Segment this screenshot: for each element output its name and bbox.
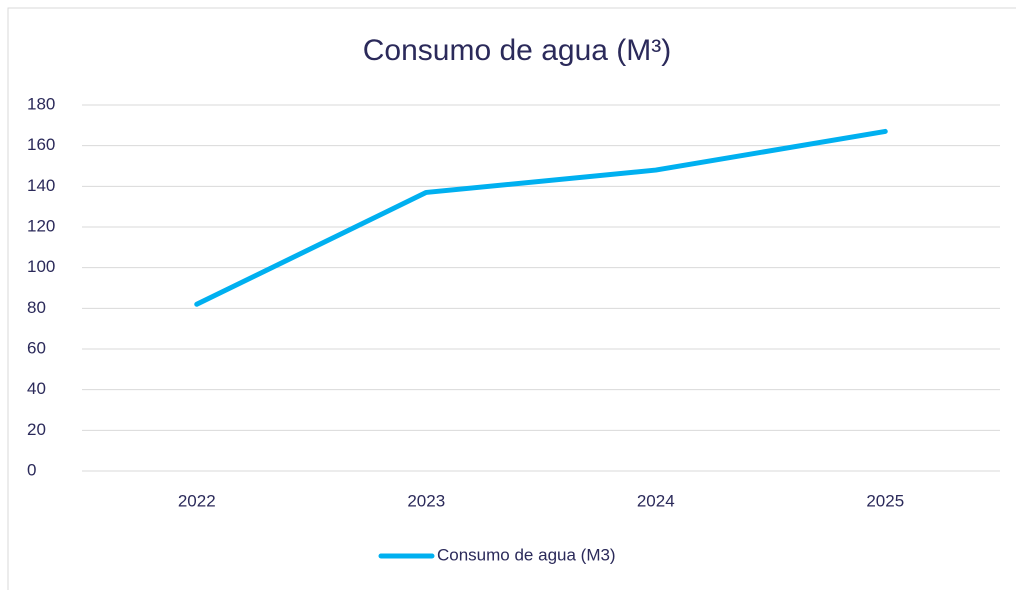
y-tick-label: 40 [27,379,46,398]
y-tick-label: 60 [27,338,46,357]
y-tick-label: 20 [27,420,46,439]
chart-title: Consumo de agua (M³) [363,34,671,67]
y-tick-label: 160 [27,135,55,154]
y-tick-label: 100 [27,257,55,276]
legend-label: Consumo de agua (M3) [437,545,616,564]
y-tick-label: 80 [27,298,46,317]
y-tick-label: 0 [27,460,36,479]
x-tick-label: 2023 [407,491,445,510]
x-tick-label: 2024 [637,491,675,510]
y-tick-label: 180 [27,94,55,113]
x-tick-label: 2025 [866,491,904,510]
y-tick-label: 140 [27,176,55,195]
data-line [194,128,888,307]
x-tick-label: 2022 [178,491,216,510]
y-tick-label: 120 [27,216,55,235]
chart-border [7,7,1016,590]
